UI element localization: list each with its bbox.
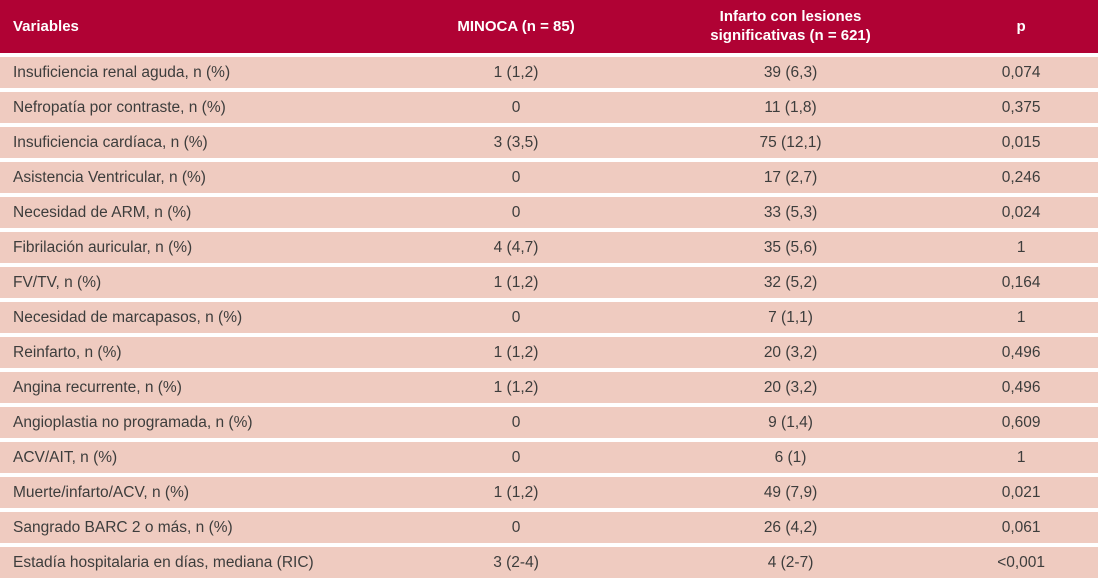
p-value-cell: 1 <box>944 440 1098 477</box>
variable-cell: Estadía hospitalaria en días, mediana (R… <box>0 545 396 581</box>
infarto-value-cell: 20 (3,2) <box>636 370 945 407</box>
variable-cell: Necesidad de ARM, n (%) <box>0 195 396 232</box>
infarto-value-cell: 26 (4,2) <box>636 510 945 547</box>
p-value-cell: 0,246 <box>944 160 1098 197</box>
column-header-infarto-label: Infarto con lesiones significativas (n =… <box>710 7 871 44</box>
variable-cell: Muerte/infarto/ACV, n (%) <box>0 475 396 512</box>
table-row: Asistencia Ventricular, n (%) 0 17 (2,7)… <box>0 160 1098 197</box>
p-value-cell: 0,015 <box>944 125 1098 162</box>
table-header-row: Variables MINOCA (n = 85) Infarto con le… <box>0 0 1098 57</box>
minoca-value-cell: 0 <box>395 160 637 197</box>
table-row: Necesidad de marcapasos, n (%) 0 7 (1,1)… <box>0 300 1098 337</box>
variable-cell: FV/TV, n (%) <box>0 265 396 302</box>
variable-cell: Angioplastia no programada, n (%) <box>0 405 396 442</box>
table-row: Angina recurrente, n (%) 1 (1,2) 20 (3,2… <box>0 370 1098 407</box>
table-row: Angioplastia no programada, n (%) 0 9 (1… <box>0 405 1098 442</box>
minoca-value-cell: 1 (1,2) <box>395 335 637 372</box>
table-row: FV/TV, n (%) 1 (1,2) 32 (5,2) 0,164 <box>0 265 1098 302</box>
minoca-value-cell: 3 (2-4) <box>395 545 637 581</box>
column-header-variables: Variables <box>0 0 396 57</box>
variable-cell: Insuficiencia renal aguda, n (%) <box>0 55 396 92</box>
minoca-value-cell: 0 <box>395 440 637 477</box>
minoca-value-cell: 0 <box>395 510 637 547</box>
variable-cell: Angina recurrente, n (%) <box>0 370 396 407</box>
infarto-value-cell: 35 (5,6) <box>636 230 945 267</box>
p-value-cell: 0,021 <box>944 475 1098 512</box>
p-value-cell: 1 <box>944 230 1098 267</box>
infarto-value-cell: 20 (3,2) <box>636 335 945 372</box>
minoca-value-cell: 0 <box>395 300 637 337</box>
variable-cell: Asistencia Ventricular, n (%) <box>0 160 396 197</box>
p-value-cell: <0,001 <box>944 545 1098 581</box>
variable-cell: ACV/AIT, n (%) <box>0 440 396 477</box>
minoca-value-cell: 0 <box>395 195 637 232</box>
minoca-value-cell: 0 <box>395 405 637 442</box>
table-row: Muerte/infarto/ACV, n (%) 1 (1,2) 49 (7,… <box>0 475 1098 512</box>
infarto-value-cell: 7 (1,1) <box>636 300 945 337</box>
column-header-p: p <box>944 0 1098 57</box>
minoca-value-cell: 1 (1,2) <box>395 370 637 407</box>
minoca-value-cell: 4 (4,7) <box>395 230 637 267</box>
table-row: Reinfarto, n (%) 1 (1,2) 20 (3,2) 0,496 <box>0 335 1098 372</box>
table-row: Sangrado BARC 2 o más, n (%) 0 26 (4,2) … <box>0 510 1098 547</box>
variable-cell: Reinfarto, n (%) <box>0 335 396 372</box>
column-header-minoca: MINOCA (n = 85) <box>395 0 637 57</box>
p-value-cell: 0,609 <box>944 405 1098 442</box>
table-row: Nefropatía por contraste, n (%) 0 11 (1,… <box>0 90 1098 127</box>
infarto-value-cell: 9 (1,4) <box>636 405 945 442</box>
infarto-value-cell: 33 (5,3) <box>636 195 945 232</box>
infarto-value-cell: 11 (1,8) <box>636 90 945 127</box>
p-value-cell: 0,164 <box>944 265 1098 302</box>
infarto-value-cell: 4 (2-7) <box>636 545 945 581</box>
p-value-cell: 0,496 <box>944 335 1098 372</box>
infarto-value-cell: 17 (2,7) <box>636 160 945 197</box>
minoca-value-cell: 3 (3,5) <box>395 125 637 162</box>
column-header-infarto: Infarto con lesiones significativas (n =… <box>636 0 945 57</box>
p-value-cell: 0,074 <box>944 55 1098 92</box>
variable-cell: Necesidad de marcapasos, n (%) <box>0 300 396 337</box>
p-value-cell: 0,024 <box>944 195 1098 232</box>
variable-cell: Nefropatía por contraste, n (%) <box>0 90 396 127</box>
table-row: Estadía hospitalaria en días, mediana (R… <box>0 545 1098 581</box>
table-row: ACV/AIT, n (%) 0 6 (1) 1 <box>0 440 1098 477</box>
p-value-cell: 1 <box>944 300 1098 337</box>
infarto-value-cell: 49 (7,9) <box>636 475 945 512</box>
table-body: Insuficiencia renal aguda, n (%) 1 (1,2)… <box>0 55 1098 581</box>
minoca-value-cell: 0 <box>395 90 637 127</box>
table-row: Fibrilación auricular, n (%) 4 (4,7) 35 … <box>0 230 1098 267</box>
p-value-cell: 0,496 <box>944 370 1098 407</box>
p-value-cell: 0,061 <box>944 510 1098 547</box>
minoca-value-cell: 1 (1,2) <box>395 55 637 92</box>
p-value-cell: 0,375 <box>944 90 1098 127</box>
table-row: Necesidad de ARM, n (%) 0 33 (5,3) 0,024 <box>0 195 1098 232</box>
minoca-value-cell: 1 (1,2) <box>395 265 637 302</box>
table-row: Insuficiencia cardíaca, n (%) 3 (3,5) 75… <box>0 125 1098 162</box>
table-row: Insuficiencia renal aguda, n (%) 1 (1,2)… <box>0 55 1098 92</box>
infarto-value-cell: 39 (6,3) <box>636 55 945 92</box>
variable-cell: Sangrado BARC 2 o más, n (%) <box>0 510 396 547</box>
minoca-value-cell: 1 (1,2) <box>395 475 637 512</box>
variable-cell: Fibrilación auricular, n (%) <box>0 230 396 267</box>
infarto-value-cell: 75 (12,1) <box>636 125 945 162</box>
infarto-value-cell: 32 (5,2) <box>636 265 945 302</box>
variable-cell: Insuficiencia cardíaca, n (%) <box>0 125 396 162</box>
infarto-value-cell: 6 (1) <box>636 440 945 477</box>
